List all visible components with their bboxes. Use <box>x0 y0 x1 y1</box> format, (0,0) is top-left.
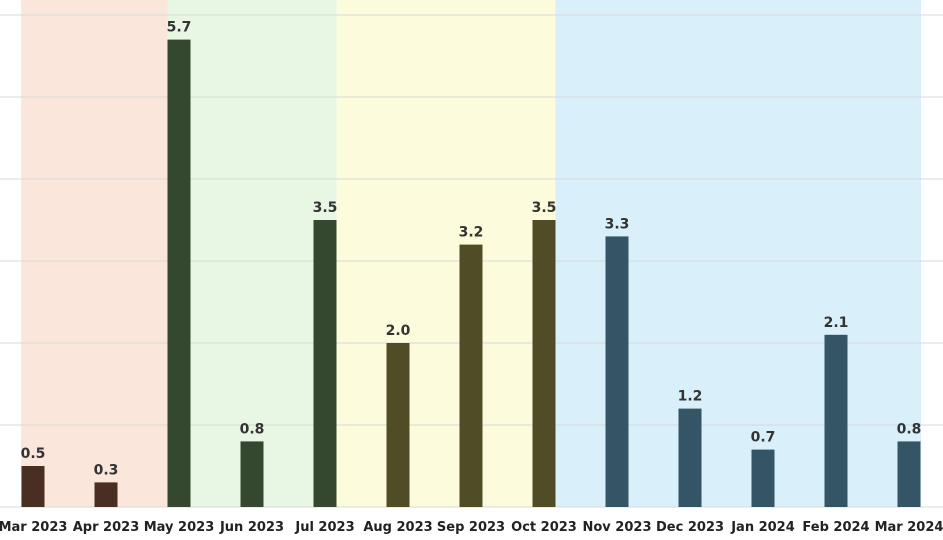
data-label: 1.2 <box>678 389 703 405</box>
bar-may-2023 <box>167 39 191 507</box>
bar-jul-2023 <box>313 220 337 507</box>
x-tick-label: Sep 2023 <box>437 520 505 535</box>
data-label: 3.5 <box>532 200 557 216</box>
data-label: 2.1 <box>824 315 849 331</box>
data-label: 5.7 <box>167 20 192 36</box>
x-tick-label: Mar 2023 <box>0 520 67 535</box>
season-band <box>21 0 168 507</box>
x-tick-label: Aug 2023 <box>363 520 432 535</box>
x-tick-label: Jan 2024 <box>730 520 795 535</box>
x-tick-label: Dec 2023 <box>656 520 724 535</box>
data-label: 2.0 <box>386 323 411 339</box>
x-tick-label: Nov 2023 <box>583 520 652 535</box>
x-tick-label: Apr 2023 <box>73 520 140 535</box>
x-tick-label: Jun 2023 <box>219 520 284 535</box>
bar-apr-2023 <box>94 482 118 507</box>
bar-jun-2023 <box>240 441 264 507</box>
season-band <box>167 0 337 507</box>
bar-sep-2023 <box>459 244 483 507</box>
data-label: 3.3 <box>605 216 630 232</box>
bar-nov-2023 <box>605 236 629 507</box>
bar-mar-2023 <box>21 466 45 507</box>
x-tick-label: Feb 2024 <box>802 520 869 535</box>
bars <box>21 39 921 507</box>
data-label: 0.5 <box>21 446 46 462</box>
season-band <box>336 0 556 507</box>
data-label: 0.8 <box>240 421 265 437</box>
bar-aug-2023 <box>386 343 410 507</box>
data-label: 3.2 <box>459 225 484 241</box>
x-tick-label: Oct 2023 <box>511 520 577 535</box>
value-labels: 0.5 0.3 5.7 0.8 3.5 2.0 3.2 3.5 3.3 1.2 0.7 2.1 0.8 <box>21 20 922 479</box>
data-label: 0.8 <box>897 421 922 437</box>
data-label: 0.3 <box>94 462 119 478</box>
x-tick-labels: Mar 2023 Apr 2023 May 2023 Jun 2023 Jul 2023… <box>0 520 943 535</box>
bar-feb-2024 <box>824 334 848 507</box>
data-label: 0.7 <box>751 430 776 446</box>
x-tick-label: Mar 2024 <box>875 520 943 535</box>
x-tick-label: Jul 2023 <box>294 520 354 535</box>
data-label: 3.5 <box>313 200 338 216</box>
bar-oct-2023 <box>532 220 556 507</box>
bar-mar-2024 <box>897 441 921 507</box>
bar-dec-2023 <box>678 408 702 507</box>
x-tick-label: May 2023 <box>144 520 215 535</box>
bar-jan-2024 <box>751 449 775 507</box>
